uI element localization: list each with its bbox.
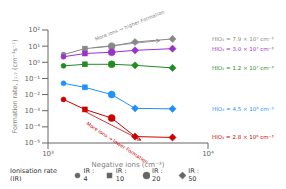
html-text:IR : 50: IR : 50 [188,167,199,183]
svg-text:10⁻¹: 10⁻¹ [25,75,41,83]
html-text:Ionisation rate (IR): Ionisation rate (IR) [10,167,57,183]
svg-text:10⁻³: 10⁻³ [25,107,41,115]
svg-text:More ions → lower Formation: More ions → lower Formation [86,120,150,164]
svg-text:10⁴: 10⁴ [202,150,214,158]
svg-text:10¹: 10¹ [28,43,40,51]
svg-text:HIO₃ = 3.0 × 10⁷ cm⁻³: HIO₃ = 3.0 × 10⁷ cm⁻³ [212,46,274,52]
html-text:IR : 10: IR : 10 [115,167,127,183]
svg-text:10⁻²: 10⁻² [25,91,41,99]
html-text:IR : 20: IR : 20 [152,167,163,183]
svg-text:More ions → higher Formation: More ions → higher Formation [94,9,166,43]
svg-text:HIO₃ = 4.5 × 10⁶ cm⁻³: HIO₃ = 4.5 × 10⁶ cm⁻³ [212,106,274,112]
svg-text:HIO₃ = 1.2 × 10⁷ cm⁻³: HIO₃ = 1.2 × 10⁷ cm⁻³ [212,65,274,71]
svg-text:HIO₃ = 2.8 × 10⁶ cm⁻³: HIO₃ = 2.8 × 10⁶ cm⁻³ [212,134,274,140]
svg-text:10⁻⁴: 10⁻⁴ [25,123,41,131]
svg-text:10⁰: 10⁰ [28,59,40,67]
svg-text:10⁻⁵: 10⁻⁵ [25,139,41,147]
svg-text:HIO₃ = 7.9 × 10⁷ cm⁻³: HIO₃ = 7.9 × 10⁷ cm⁻³ [212,36,274,42]
svg-text:Negative ions (cm⁻³): Negative ions (cm⁻³) [92,161,165,169]
svg-text:10²: 10² [28,26,40,34]
svg-text:Formation rate, J₁.₇ (cm⁻³s⁻¹): Formation rate, J₁.₇ (cm⁻³s⁻¹) [11,40,19,134]
svg-text:10³: 10³ [42,150,54,158]
html-text:IR : 4: IR : 4 [83,167,95,183]
